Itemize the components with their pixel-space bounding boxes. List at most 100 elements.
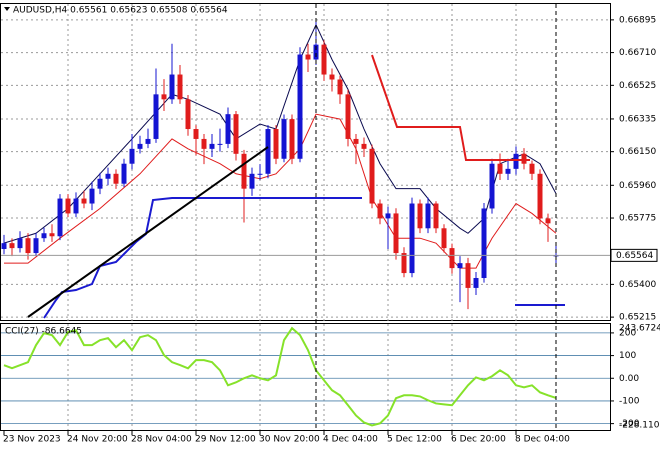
candle-body [153,94,159,139]
candle-body [537,173,543,219]
candle-body [73,198,79,214]
candle-body [417,203,423,229]
candle-body [193,129,199,139]
y-tick-label: 100 [619,351,636,361]
y-limit-label: 243.6724 [619,324,660,334]
y-tick-label: 200 [619,328,636,338]
cci-line [3,326,557,427]
candle-body [217,143,223,145]
overlay-line [3,23,557,244]
candle-body [401,253,407,274]
candle-body [25,238,31,254]
y-tick-label: 0.66895 [619,15,656,25]
candle-body [289,119,295,159]
candle-body [1,243,7,249]
indicator-title: CCI(27) -86.6645 [5,327,82,337]
candle-body [497,163,503,174]
candle-body [265,129,271,174]
candle-body [57,198,63,237]
candle-body [377,203,383,219]
candle-body [361,143,367,149]
main-panel [0,3,611,321]
candle-body [353,138,359,144]
candle-body [17,238,23,249]
candle-body [513,153,519,169]
trend-line [27,146,269,318]
candle-body [225,114,231,144]
candle-body [233,114,239,154]
menu-icon[interactable] [4,7,10,11]
candle-body [121,163,127,184]
y-tick-label: 0.66335 [619,114,656,124]
candle-body [345,94,351,139]
candle-body [201,138,207,149]
x-tick-label: 28 Nov 04:00 [131,435,192,445]
cci-panel [0,323,611,431]
candle-body [369,148,375,204]
candle-body [313,44,319,60]
candle-body [553,255,559,257]
plot-layer: 0.66895 0.66710 0.66525 0.66335 0.66150 0.659… [1,4,660,445]
candle-body [481,208,487,279]
candle-body [457,263,463,269]
x-tick-label: 23 Nov 2023 [3,435,61,445]
candle-body [329,74,335,80]
candle-body [521,153,527,164]
candle-body [385,213,391,219]
last-price-box [610,248,658,262]
candle-body [545,218,551,224]
y-tick-label: 0.66525 [619,81,656,91]
candle-body [489,163,495,209]
candle-body [145,138,151,144]
x-tick-label: 8 Dec 04:00 [515,435,570,445]
candle-body [161,94,167,100]
candle-body [105,173,111,179]
candle-body [169,74,175,100]
candle-body [41,233,47,239]
x-tick-label: 4 Dec 04:00 [323,435,378,445]
y-tick-label: 0.65215 [619,313,656,323]
candle-body [337,79,343,95]
candle-body [81,198,87,204]
x-tick-label: 29 Nov 12:00 [195,435,256,445]
candle-body [449,248,455,269]
candle-body [49,233,55,237]
candle-body [241,153,247,189]
y-limit-label: -228.1103 [619,421,660,431]
candle-body [273,129,279,159]
candle-body [441,228,447,249]
indicator-line [371,54,530,161]
y-tick-label: 0.65960 [619,181,656,191]
candle-body [281,119,287,159]
candle-body [209,143,215,149]
y-tick-label: -200 [619,419,640,429]
candle-body [249,173,255,189]
candle-body [185,99,191,130]
candle-body [129,148,135,164]
candle-body [473,278,479,288]
candle-body [137,143,143,149]
candle-body [409,203,415,274]
candle-body [89,188,95,204]
candle-body [465,263,471,288]
chart-title: AUDUSD,H4 0.65561 0.65623 0.65508 0.6556… [13,6,228,16]
y-tick-label: 0.00 [619,374,639,384]
candle-body [529,163,535,174]
candle-body [177,74,183,100]
candle-body [65,198,71,214]
candle-body [393,213,399,254]
x-tick-label: 5 Dec 12:00 [387,435,442,445]
candle-body [305,54,311,60]
y-tick-label: 0.65775 [619,214,656,224]
y-tick-label: -100 [619,396,640,406]
candle-body [97,178,103,189]
candle-body [113,173,119,184]
y-tick-label: 0.66150 [619,147,656,157]
y-tick-label: 0.65400 [619,280,656,290]
candle-body [425,203,431,229]
x-tick-label: 6 Dec 20:00 [451,435,506,445]
candle-body [433,203,439,229]
candle-body [257,173,263,175]
